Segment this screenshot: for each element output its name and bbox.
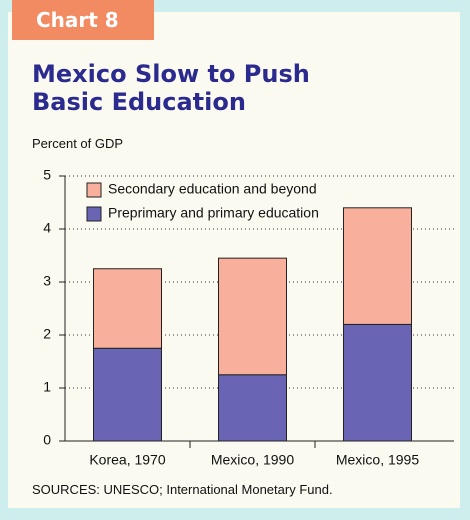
x-tick-label: Mexico, 1995 — [336, 452, 419, 468]
y-tick-label: 2 — [43, 326, 51, 342]
y-tick-label: 4 — [43, 220, 51, 236]
source-note: SOURCES: UNESCO; International Monetary … — [32, 482, 333, 497]
legend-swatch — [86, 206, 102, 222]
y-tick-label: 5 — [43, 167, 51, 183]
bar-segment — [93, 268, 162, 349]
legend-label: Preprimary and primary education — [108, 205, 319, 221]
x-tick-label: Mexico, 1990 — [211, 452, 294, 468]
bar-segment — [93, 347, 162, 442]
legend-label: Secondary education and beyond — [108, 181, 317, 197]
chart-title: Mexico Slow to Push Basic Education — [32, 60, 310, 116]
bar-segment — [343, 207, 412, 325]
bar-segment — [343, 323, 412, 442]
x-tick-label: Korea, 1970 — [89, 452, 165, 468]
bar-segment — [218, 374, 287, 442]
bar-segment — [218, 257, 287, 376]
y-tick-label: 0 — [43, 432, 51, 448]
chart-tag: Chart 8 — [12, 0, 154, 40]
y-tick-label: 1 — [43, 379, 51, 395]
y-tick-label: 3 — [43, 273, 51, 289]
legend-swatch — [86, 182, 102, 198]
y-axis-label: Percent of GDP — [32, 136, 124, 151]
